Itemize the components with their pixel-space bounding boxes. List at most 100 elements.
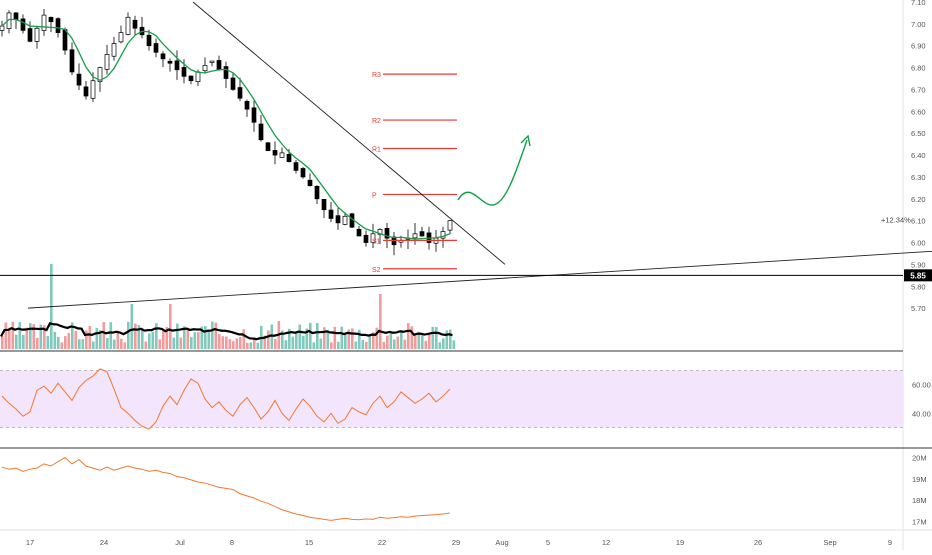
candle: [405, 229, 411, 250]
candle: [370, 223, 376, 249]
pivot-level: R3: [372, 72, 457, 79]
time-axis[interactable]: 17 24 Jul 8 15 22 29 Aug 5 12 19 26 Sep 9: [26, 538, 892, 547]
time-tick-label: Sep: [823, 538, 836, 547]
volume-bar: [225, 336, 228, 349]
volume-bar: [421, 335, 424, 349]
candle: [6, 10, 12, 34]
volume-bar: [274, 339, 277, 349]
pivot-level: R1: [372, 147, 457, 154]
price-tick-label: 6.80: [911, 64, 926, 73]
volume-bar: [137, 325, 141, 349]
volume-bar: [249, 342, 253, 349]
volume-bar: [116, 331, 120, 349]
time-tick-label: 12: [602, 538, 610, 547]
time-tick-label: 29: [452, 538, 460, 547]
price-tick-label: 6.20: [911, 195, 926, 204]
candle: [69, 42, 75, 76]
price-marker-label: 5.85: [910, 271, 926, 280]
candle: [223, 61, 229, 89]
pivot-level: S1: [372, 238, 457, 245]
volume-bar: [71, 322, 74, 349]
volume-bar: [53, 331, 57, 349]
volume-bar: [288, 328, 291, 349]
volume-bar: [172, 337, 176, 349]
volume-bar: [155, 323, 158, 349]
volume-bar: [148, 333, 151, 349]
volume-bar: [449, 329, 452, 349]
pivot-levels: R3 R2 R1 P S1 S2: [372, 72, 457, 274]
rsi-band: [0, 369, 903, 429]
price-tick-label: 5.80: [911, 282, 926, 291]
change-percent-label: +12.34%: [881, 216, 911, 225]
volume-bar: [99, 330, 102, 349]
volume-bar: [428, 333, 431, 349]
time-tick-label: 22: [378, 538, 386, 547]
pivot-level: R2: [372, 118, 457, 125]
pivot-label: R2: [372, 118, 381, 125]
candle: [447, 220, 453, 235]
volume-bar: [431, 326, 435, 349]
ma-line: [1, 18, 451, 240]
volume-bar: [452, 340, 456, 349]
volume-bar: [351, 328, 354, 349]
candle: [139, 16, 145, 39]
rsi-polyline: [1, 368, 451, 430]
volume-bar: [326, 329, 330, 349]
volume-bar: [302, 335, 305, 349]
candle: [251, 100, 257, 132]
obv-line: [1, 456, 451, 521]
volume-bar: [141, 328, 144, 349]
volume-bar: [312, 342, 316, 349]
volume-bar: [270, 324, 274, 349]
candle: [125, 12, 131, 36]
price-tick-label: 6.50: [911, 129, 926, 138]
pivot-label: S1: [372, 238, 381, 245]
volume-bar: [8, 328, 11, 349]
trendline-ascending: [27, 250, 932, 309]
volume-bar: [32, 323, 36, 349]
volume-bar: [78, 339, 81, 349]
volume-bar: [382, 341, 386, 349]
trendline-descending: [192, 1, 506, 265]
candle: [41, 8, 47, 36]
volume-bar: [211, 321, 214, 349]
price-axis[interactable]: 7.10 7.00 6.90 6.80 6.70 6.60 6.50 6.40 6.30 6.20…: [911, 0, 926, 313]
volume-bar: [323, 327, 326, 349]
volume-bar: [60, 342, 64, 349]
obv-axis: 20M 19M 18M 17M: [912, 453, 927, 526]
volume-bar: [36, 337, 39, 349]
volume-bar: [193, 332, 197, 349]
volume-bar: [368, 335, 372, 349]
candle: [272, 141, 278, 165]
volume-bar: [396, 336, 400, 349]
candle: [111, 36, 117, 61]
volume-bar: [67, 333, 71, 349]
volume-bar: [340, 326, 344, 349]
rsi-range-band: [0, 370, 903, 428]
volume-bar: [228, 339, 232, 349]
obv-tick-label: 18M: [912, 496, 927, 505]
volume-bar: [204, 326, 207, 349]
volume-bar: [438, 342, 442, 349]
volume-bar: [113, 339, 116, 349]
volume-bar: [372, 332, 375, 349]
volume-bar: [1, 335, 4, 349]
rsi-axis: 60.00 40.00: [912, 381, 931, 419]
volume-bar: [386, 335, 389, 349]
volume-bar: [305, 328, 309, 349]
candle: [342, 212, 348, 226]
volume-bar: [316, 322, 319, 349]
candle: [153, 38, 159, 58]
volume-bar: [365, 341, 368, 349]
price-tick-label: 5.90: [911, 260, 926, 269]
volume-bar: [400, 330, 403, 349]
time-tick-label: 5: [546, 538, 550, 547]
obv-tick-label: 20M: [912, 453, 927, 462]
volume-bar: [239, 336, 242, 349]
volume-ma-line: [0, 322, 453, 341]
arrow-head-icon: [520, 134, 531, 147]
volume-bar: [358, 329, 361, 349]
candle: [230, 72, 236, 91]
